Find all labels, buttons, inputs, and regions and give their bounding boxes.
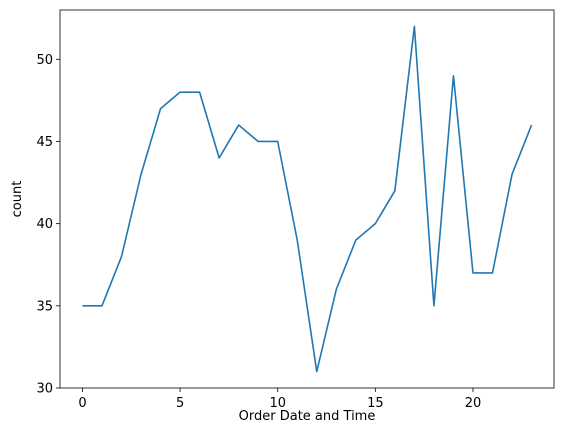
y-axis-title: count [10,181,25,218]
y-tick-label: 35 [36,299,53,314]
x-tick-label: 20 [465,396,482,411]
x-tick-label: 10 [269,396,286,411]
y-axis-ticks: 30 35 40 45 50 [36,53,60,397]
x-axis-ticks: 0 5 10 15 20 [78,388,481,411]
x-axis-title: Order Date and Time [239,409,376,424]
y-tick-label: 45 [36,135,53,150]
x-tick-label: 5 [176,396,184,411]
x-tick-label: 0 [78,396,86,411]
y-tick-label: 30 [36,382,53,397]
x-tick-label: 15 [367,396,384,411]
series-line [82,25,533,373]
y-tick-label: 50 [36,53,53,68]
y-tick-label: 40 [36,217,53,232]
plot-area [59,9,555,389]
